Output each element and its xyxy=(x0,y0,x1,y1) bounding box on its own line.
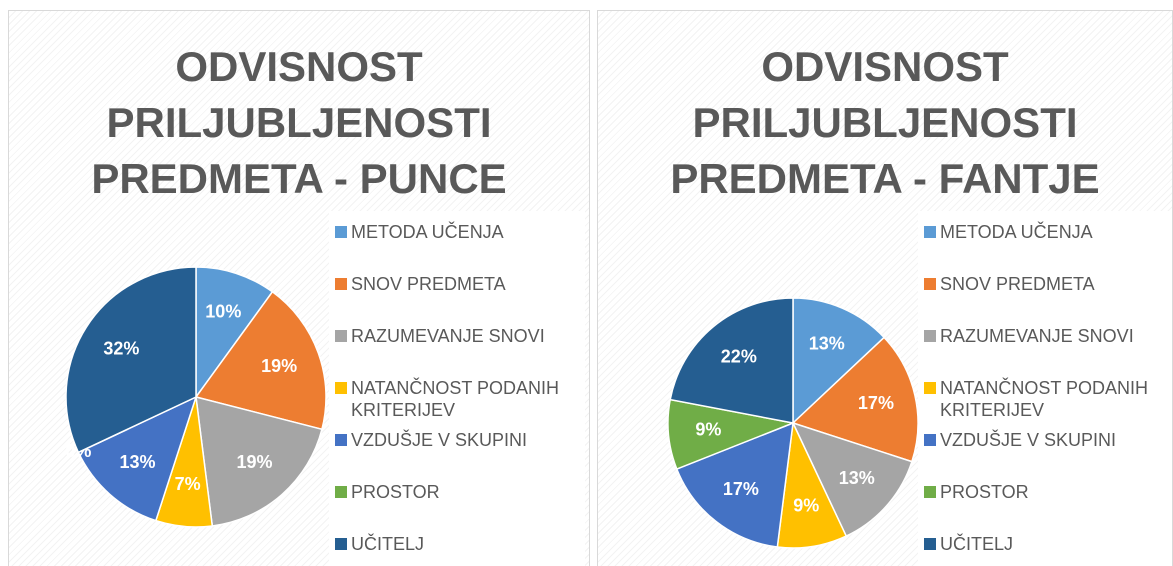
legend-label: PROSTOR xyxy=(351,482,440,502)
legend-label: PROSTOR xyxy=(940,482,1029,502)
legend-item: PROSTOR xyxy=(924,471,1172,523)
legend-item: METODA UČENJA xyxy=(335,211,585,263)
data-label: 17% xyxy=(858,393,894,413)
data-label: 9% xyxy=(793,496,819,516)
pie-slice xyxy=(195,395,323,527)
legend-swatch xyxy=(335,486,347,498)
pie-chart: 13% 17% 13% 9% 17% 9% 22% xyxy=(667,297,919,549)
legend-item: SNOV PREDMETA xyxy=(924,263,1172,315)
legend-label: NATANČNOST PODANIH KRITERIJEV xyxy=(940,378,1149,420)
data-label: 7% xyxy=(175,474,201,494)
data-label: 13% xyxy=(839,468,875,488)
legend-label: NATANČNOST PODANIH KRITERIJEV xyxy=(351,378,560,420)
legend-item: UČITELJ xyxy=(924,523,1172,566)
chart-panel: ODVISNOST PRILJUBLJENOSTI PREDMETA - PUN… xyxy=(8,10,590,566)
legend-item: VZDUŠJE V SKUPINI xyxy=(924,419,1172,471)
data-label: 13% xyxy=(120,452,156,472)
pie-slice xyxy=(194,290,327,431)
legend-swatch xyxy=(924,486,936,498)
pie-slice xyxy=(195,266,274,400)
legend-label: METODA UČENJA xyxy=(940,222,1093,242)
legend-swatch xyxy=(924,538,936,550)
legend-swatch xyxy=(335,226,347,238)
legend: METODA UČENJA SNOV PREDMETA RAZUMEVANJE SN… xyxy=(918,211,1172,566)
data-label: 10% xyxy=(205,302,241,322)
pie-chart: 10%19%19%7%13%0%32% xyxy=(65,266,327,528)
legend-swatch xyxy=(924,382,936,394)
legend-swatch xyxy=(924,278,936,290)
legend-item: RAZUMEVANJE SNOVI xyxy=(335,315,585,367)
chart-title: ODVISNOST PRILJUBLJENOSTI PREDMETA - PUN… xyxy=(91,43,507,202)
pie-slice xyxy=(792,297,886,425)
legend-label: METODA UČENJA xyxy=(351,222,504,242)
legend-item: PROSTOR xyxy=(335,471,585,523)
data-label: 22% xyxy=(721,346,757,366)
legend-swatch xyxy=(335,278,347,290)
pie-slice xyxy=(669,297,794,424)
legend-swatch xyxy=(924,226,936,238)
legend-item: RAZUMEVANJE SNOVI xyxy=(924,315,1172,367)
pie-slice xyxy=(77,395,198,522)
pie-slice xyxy=(791,336,919,463)
legend-label: VZDUŠJE V SKUPINI xyxy=(940,430,1117,450)
legend-label: UČITELJ xyxy=(940,534,1014,554)
legend-swatch xyxy=(335,434,347,446)
legend: METODA UČENJA SNOV PREDMETA RAZUMEVANJE SN… xyxy=(329,211,585,566)
legend-item: UČITELJ xyxy=(335,523,585,566)
data-label: 9% xyxy=(695,420,721,440)
legend-item: VZDUŠJE V SKUPINI xyxy=(335,419,585,471)
legend-swatch xyxy=(335,382,347,394)
pie-slice xyxy=(675,421,794,548)
data-label: 13% xyxy=(809,334,845,354)
chart-panel: ODVISNOST PRILJUBLJENOSTI PREDMETA - FAN… xyxy=(597,10,1173,566)
data-label: 19% xyxy=(236,452,272,472)
pie-slice xyxy=(791,421,913,538)
legend-swatch xyxy=(335,330,347,342)
legend-label: UČITELJ xyxy=(351,534,425,554)
legend-item: NATANČNOST PODANIH KRITERIJEV xyxy=(335,367,585,420)
data-label: 19% xyxy=(261,356,297,376)
legend-swatch xyxy=(335,538,347,550)
legend-label: RAZUMEVANJE SNOVI xyxy=(940,326,1134,346)
legend-label: RAZUMEVANJE SNOVI xyxy=(351,326,545,346)
legend-label: VZDUŠJE V SKUPINI xyxy=(351,430,528,450)
data-label: 32% xyxy=(103,338,139,358)
legend-label: SNOV PREDMETA xyxy=(351,274,506,294)
legend-item: NATANČNOST PODANIH KRITERIJEV xyxy=(924,367,1172,420)
chart-title: ODVISNOST PRILJUBLJENOSTI PREDMETA - FAN… xyxy=(670,43,1100,202)
legend-swatch xyxy=(924,434,936,446)
pie-slice xyxy=(65,266,197,454)
legend-item: METODA UČENJA xyxy=(924,211,1172,263)
legend-label: SNOV PREDMETA xyxy=(940,274,1095,294)
data-label: 17% xyxy=(723,479,759,499)
legend-swatch xyxy=(924,330,936,342)
legend-item: SNOV PREDMETA xyxy=(335,263,585,315)
